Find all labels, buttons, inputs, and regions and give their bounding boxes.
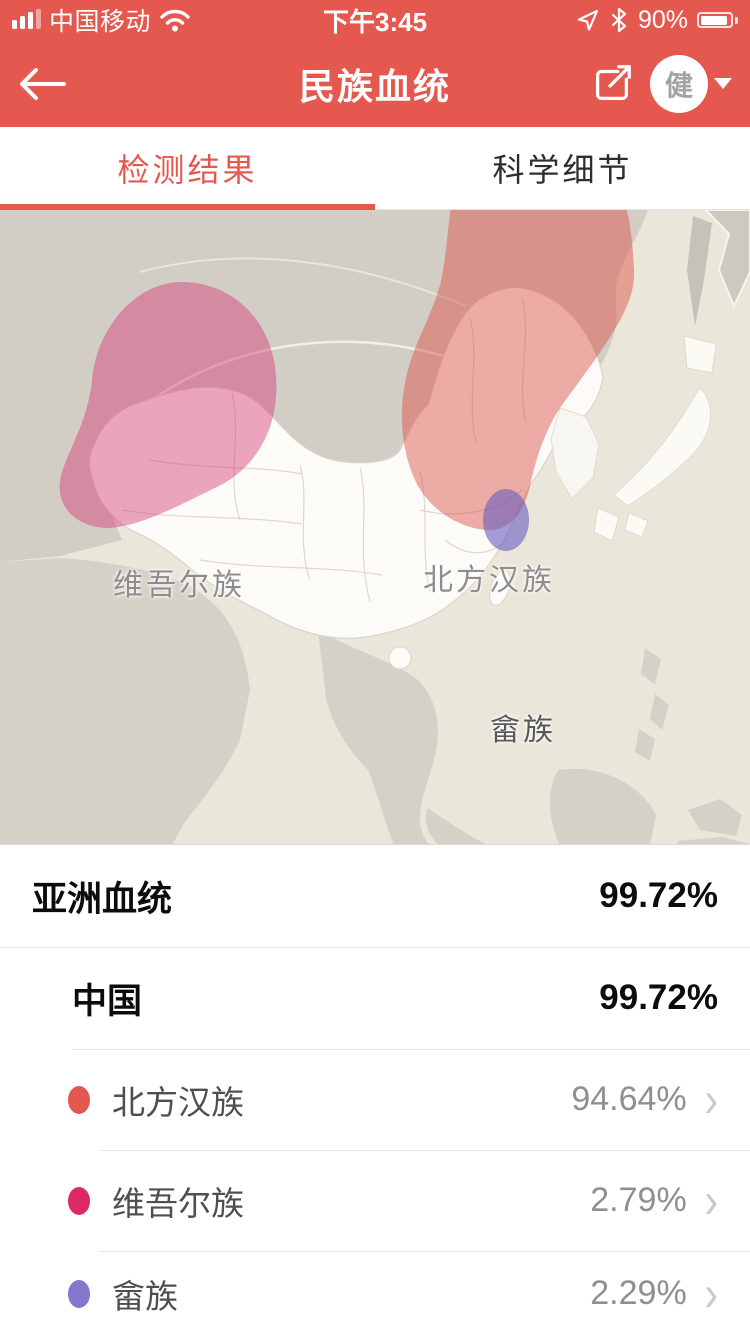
carrier-label: 中国移动 — [49, 8, 152, 36]
row-label: 亚洲血统 — [32, 879, 173, 919]
avatar: 健 — [650, 54, 708, 113]
battery-icon — [697, 12, 739, 28]
row-value: 99.72% — [599, 978, 718, 1017]
status-bar: 中国移动 下午3:45 90% — [0, 0, 750, 40]
chevron-right-icon: › — [704, 1072, 718, 1127]
row-she[interactable]: 畲族 2.29% › — [0, 1251, 750, 1334]
ancestry-map: 维吾尔族 北方汉族 畲族 — [0, 210, 750, 845]
account-menu[interactable]: 健 — [650, 54, 732, 113]
back-arrow-icon — [20, 67, 66, 100]
battery-percent-label: 90% — [637, 5, 689, 34]
map-region-she — [483, 489, 529, 551]
row-china: 中国 99.72% — [0, 947, 750, 1049]
row-value: 2.29% — [590, 1274, 687, 1312]
back-button[interactable] — [18, 59, 74, 109]
chevron-right-icon: › — [704, 1173, 718, 1228]
chevron-down-icon — [714, 78, 732, 89]
row-label: 中国 — [72, 981, 143, 1021]
tab-test-results[interactable]: 检测结果 — [117, 152, 258, 188]
row-northern-han[interactable]: 北方汉族 94.64% › — [0, 1049, 750, 1150]
avatar-initial: 健 — [664, 69, 693, 101]
map-label-uyghur: 维吾尔族 — [113, 569, 245, 602]
map-label-northern-han: 北方汉族 — [423, 564, 555, 597]
row-uyghur[interactable]: 维吾尔族 2.79% › — [0, 1150, 750, 1251]
map-region-northern-han — [401, 210, 635, 531]
share-button[interactable] — [588, 60, 636, 108]
legend-dot — [68, 1279, 90, 1308]
tab-science-details[interactable]: 科学细节 — [492, 152, 633, 188]
row-label: 畲族 — [112, 1277, 178, 1315]
row-label: 北方汉族 — [112, 1083, 244, 1121]
legend-dot — [68, 1186, 90, 1215]
ancestry-results-list: 亚洲血统 99.72% 中国 99.72% 北方汉族 94.64% › 维吾尔族… — [0, 845, 750, 1334]
share-export-icon — [595, 64, 631, 100]
row-value: 94.64% — [571, 1080, 687, 1118]
active-tab-underline — [0, 204, 375, 210]
row-asian-ancestry: 亚洲血统 99.72% — [0, 845, 750, 947]
bluetooth-icon — [611, 7, 627, 33]
map-canvas — [0, 210, 750, 844]
status-time: 下午3:45 — [322, 6, 428, 37]
nav-bar: 民族血统 健 — [0, 40, 750, 127]
signal-strength-icon — [12, 9, 41, 31]
chevron-right-icon: › — [704, 1266, 718, 1321]
legend-dot — [68, 1085, 90, 1114]
tab-bar: 检测结果 科学细节 — [0, 127, 750, 210]
location-arrow-icon — [577, 9, 599, 31]
map-label-she: 畲族 — [490, 714, 556, 747]
wifi-icon — [160, 9, 190, 32]
map-region-uyghur — [59, 281, 277, 528]
row-value: 99.72% — [599, 876, 718, 915]
row-value: 2.79% — [590, 1181, 687, 1219]
row-label: 维吾尔族 — [112, 1184, 244, 1222]
